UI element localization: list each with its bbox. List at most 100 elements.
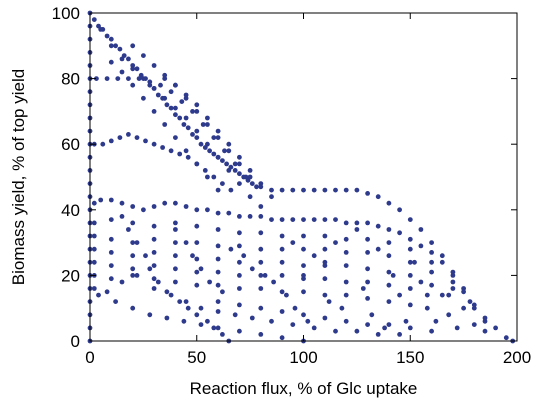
data-point [147, 79, 153, 85]
data-point [305, 318, 311, 324]
data-point [91, 259, 97, 265]
data-point [322, 263, 328, 268]
data-point [151, 63, 157, 68]
data-point [237, 273, 242, 278]
data-point [279, 289, 285, 295]
data-point [194, 269, 200, 275]
data-point [108, 276, 114, 282]
data-point [237, 230, 242, 236]
data-point [185, 305, 191, 311]
data-point [397, 207, 402, 213]
data-point [482, 318, 488, 324]
data-point [279, 217, 285, 223]
data-point [343, 318, 349, 324]
y-tick-label: 20 [61, 266, 80, 285]
data-point [98, 197, 104, 203]
data-point [412, 259, 417, 265]
data-point [354, 220, 360, 226]
x-tick-label: 200 [503, 348, 531, 367]
data-point [125, 132, 131, 137]
x-axis-title: Reaction flux, % of Glc uptake [190, 379, 418, 398]
data-point [375, 223, 381, 229]
data-point [429, 250, 434, 255]
data-point [141, 53, 146, 58]
data-point [134, 240, 140, 246]
data-point [343, 220, 349, 226]
data-point [407, 325, 413, 331]
data-point [446, 292, 452, 298]
data-point [311, 325, 317, 331]
data-point [333, 217, 338, 223]
data-point [130, 63, 136, 68]
data-point [211, 174, 217, 180]
data-point [205, 207, 210, 213]
data-point [220, 181, 225, 187]
data-point [237, 214, 242, 219]
data-point [177, 299, 183, 304]
data-point [108, 217, 114, 223]
data-point [301, 263, 306, 268]
data-point [322, 246, 328, 252]
data-point [98, 27, 104, 32]
data-point [108, 59, 114, 65]
data-point [151, 86, 157, 91]
data-point [424, 305, 430, 311]
data-point [215, 256, 221, 262]
data-point [125, 56, 131, 62]
data-point [450, 269, 456, 275]
data-point [311, 187, 317, 193]
data-point [365, 250, 370, 255]
data-point [311, 217, 317, 223]
data-point [151, 263, 157, 268]
data-point [418, 279, 424, 285]
data-point [194, 135, 200, 141]
data-point [134, 66, 140, 72]
data-point [375, 246, 381, 252]
data-point [429, 259, 434, 265]
data-point [113, 43, 118, 49]
data-point [365, 220, 370, 226]
data-point [386, 322, 392, 327]
data-point [354, 328, 360, 334]
data-point [237, 259, 242, 265]
data-point [215, 299, 221, 304]
data-point [183, 115, 189, 121]
data-point [119, 279, 125, 285]
data-point [108, 36, 114, 42]
data-point [247, 168, 253, 173]
data-point [226, 168, 232, 173]
data-point [151, 223, 157, 229]
data-point [360, 286, 366, 291]
data-point [164, 315, 170, 321]
data-point [365, 296, 370, 301]
data-point [503, 335, 509, 341]
data-point [450, 273, 456, 278]
data-point [151, 109, 157, 114]
data-point [215, 135, 221, 141]
data-point [130, 220, 136, 226]
data-point [429, 240, 434, 246]
data-point [168, 292, 174, 298]
points-layer [87, 10, 516, 344]
data-point [386, 299, 392, 304]
data-point [322, 276, 328, 282]
data-point [258, 204, 264, 209]
data-point [151, 141, 157, 147]
data-point [258, 273, 264, 278]
data-point [108, 250, 114, 255]
data-point [482, 315, 488, 321]
data-point [134, 135, 140, 141]
data-point [207, 148, 213, 154]
data-point [279, 273, 285, 278]
data-point [164, 102, 170, 108]
data-point [215, 325, 221, 331]
data-point [205, 318, 210, 324]
data-point [205, 115, 210, 121]
data-point [382, 325, 387, 331]
data-point [354, 227, 360, 232]
data-point [173, 220, 178, 226]
data-point [181, 318, 187, 324]
data-point [173, 135, 178, 141]
data-point [91, 220, 97, 226]
data-point [130, 266, 136, 272]
